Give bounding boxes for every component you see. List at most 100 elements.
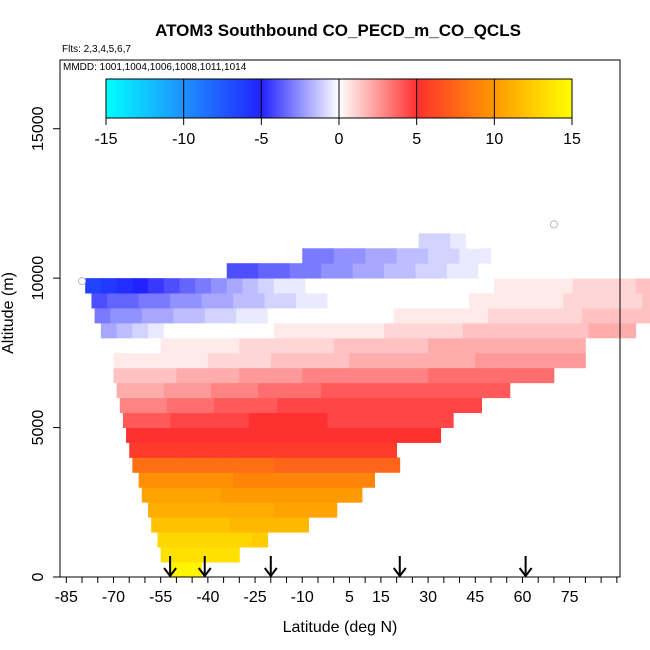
colorbar-tick-label: 0 xyxy=(335,131,344,148)
heatmap-cell xyxy=(220,308,237,324)
heatmap-cell xyxy=(412,248,429,264)
heatmap-cell xyxy=(506,352,523,369)
heatmap-cell xyxy=(176,352,193,369)
heatmap-cell xyxy=(491,352,508,369)
heatmap-cell xyxy=(289,457,306,473)
heatmap-cell xyxy=(368,382,385,399)
heatmap-cell xyxy=(299,487,316,503)
heatmap-cell xyxy=(330,487,347,503)
heatmap-cell xyxy=(478,278,495,294)
heatmap-cell xyxy=(384,457,401,473)
heatmap-cell xyxy=(258,263,275,279)
heatmap-cell xyxy=(185,412,202,428)
heatmap-cell xyxy=(352,278,369,294)
heatmap-cell xyxy=(226,322,243,339)
heatmap-cell xyxy=(399,382,416,399)
heatmap-cell xyxy=(421,293,438,309)
heatmap-cell xyxy=(321,382,338,399)
heatmap-cell xyxy=(173,532,190,548)
heatmap-cell xyxy=(314,308,331,324)
heatmap-cell xyxy=(129,337,146,354)
heatmap-cell xyxy=(522,367,539,384)
heatmap-cell xyxy=(333,367,350,384)
heatmap-cell xyxy=(176,367,193,384)
heatmap-cell xyxy=(188,532,206,548)
heatmap-cell xyxy=(295,412,313,428)
heatmap-cell xyxy=(491,248,508,264)
heatmap-cell xyxy=(525,278,542,294)
heatmap-cell xyxy=(163,322,180,339)
heatmap-cell xyxy=(402,397,420,414)
heatmap-cell xyxy=(475,352,492,369)
heatmap-cell xyxy=(327,293,344,309)
heatmap-cell xyxy=(443,248,460,264)
heatmap-cell xyxy=(204,308,221,324)
heatmap-cell xyxy=(305,278,322,294)
heatmap-cell xyxy=(317,442,335,458)
heatmap-cell xyxy=(295,293,313,309)
heatmap-cell xyxy=(374,412,391,428)
heatmap-cell xyxy=(170,293,187,309)
heatmap-cell xyxy=(267,427,284,443)
heatmap-cell xyxy=(277,517,294,533)
heatmap-cell xyxy=(428,248,445,264)
heatmap-cell xyxy=(182,397,199,414)
heatmap-cell xyxy=(85,278,102,294)
heatmap-cell xyxy=(248,293,265,309)
heatmap-cell xyxy=(553,337,571,354)
heatmap-cell xyxy=(289,263,306,279)
heatmap-cell xyxy=(214,517,231,533)
heatmap-cell xyxy=(251,532,269,548)
colorbar-tick-label: 5 xyxy=(412,131,421,148)
heatmap-cell xyxy=(396,352,413,369)
heatmap-cell xyxy=(538,337,555,354)
heatmap-cell xyxy=(289,382,306,399)
heatmap-cell xyxy=(179,322,196,339)
heatmap-cell xyxy=(446,382,464,399)
heatmap-cell xyxy=(409,308,426,324)
heatmap-cell xyxy=(459,367,476,384)
heatmap-cell xyxy=(163,278,180,294)
heatmap-cell xyxy=(305,322,322,339)
flight-arrow-head xyxy=(518,567,533,578)
heatmap-cell xyxy=(226,263,243,279)
heatmap-cell xyxy=(135,397,152,414)
heatmap-cell xyxy=(116,382,133,399)
heatmap-cell xyxy=(119,397,136,414)
heatmap-cell xyxy=(557,263,574,279)
heatmap-cell xyxy=(245,397,262,414)
heatmap-cell xyxy=(396,367,413,384)
heatmap-cell xyxy=(242,382,259,399)
heatmap-cell xyxy=(166,397,184,414)
heatmap-cell xyxy=(129,367,146,384)
heatmap-cell xyxy=(352,322,369,339)
heatmap-cell xyxy=(538,367,555,384)
heatmap-cell xyxy=(509,278,527,294)
colorbar-tick-label: -5 xyxy=(254,131,268,148)
heatmap-cell xyxy=(588,263,605,279)
heatmap-cell xyxy=(358,293,376,309)
heatmap-cell xyxy=(327,472,344,488)
heatmap-cell xyxy=(317,337,335,354)
heatmap-cell xyxy=(188,308,206,324)
heatmap-cell xyxy=(151,517,168,533)
heatmap-cell xyxy=(362,308,379,324)
heatmap-cell xyxy=(94,308,111,324)
heatmap-cell xyxy=(418,397,435,414)
heatmap-cell xyxy=(459,337,476,354)
heatmap-cell xyxy=(261,517,278,533)
heatmap-cell xyxy=(220,427,237,443)
heatmap-cell xyxy=(286,337,303,354)
x-tick-label: 75 xyxy=(561,589,579,606)
heatmap-cell xyxy=(330,308,347,324)
heatmap-cell xyxy=(192,337,209,354)
heatmap-cell xyxy=(236,427,253,443)
flight-arrow-head xyxy=(163,567,177,578)
heatmap-cell xyxy=(343,293,360,309)
heatmap-cell xyxy=(311,412,328,428)
heatmap-cell xyxy=(299,427,316,443)
heatmap-cell xyxy=(541,278,558,294)
heatmap-cell xyxy=(569,337,586,354)
heatmap-cell xyxy=(217,412,234,428)
heatmap-cell xyxy=(440,308,457,324)
